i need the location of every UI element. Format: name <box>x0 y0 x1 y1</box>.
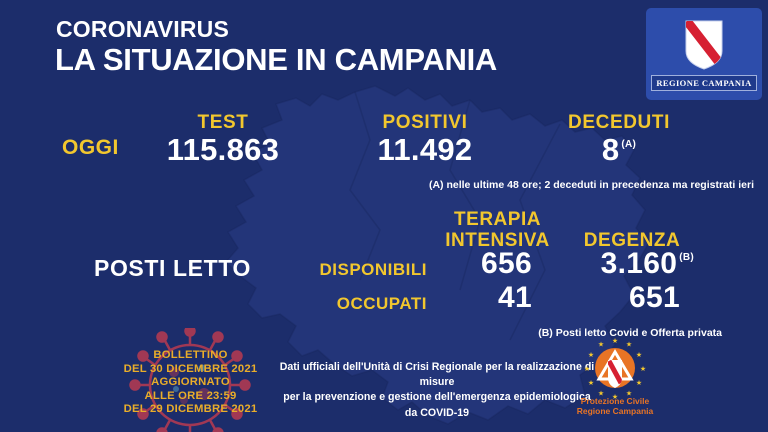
svg-text:★: ★ <box>588 351 594 359</box>
deceduti-label: DECEDUTI <box>568 112 670 133</box>
intensiva-occupati-value: 41 <box>498 281 532 314</box>
svg-text:★: ★ <box>626 390 632 398</box>
test-value: 115.863 <box>166 132 280 167</box>
positivi-value: 11.492 <box>377 132 473 167</box>
deceduti-value: 8 (A) <box>601 132 637 167</box>
deceduti-footnote-marker: (A) <box>621 139 637 150</box>
stat-test: TEST 115.863 <box>148 112 298 167</box>
regione-campania-logo: REGIONE CAMPANIA <box>646 8 762 100</box>
degenza-disponibili-value: 3.160 (B) <box>600 247 694 280</box>
positivi-label: POSITIVI <box>382 112 468 133</box>
svg-text:★: ★ <box>598 390 604 398</box>
svg-text:★: ★ <box>640 365 646 373</box>
disponibili-label: DISPONIBILI <box>319 260 427 279</box>
official-disclaimer: Dati ufficiali dell'Unità di Crisi Regio… <box>279 361 595 419</box>
campania-shield-icon <box>684 19 724 76</box>
svg-text:★: ★ <box>612 337 618 345</box>
occupati-label: OCCUPATI <box>336 294 427 313</box>
posti-letto-label: POSTI LETTO <box>94 255 251 281</box>
bulletin-line: DEL 29 DICEMBRE 2021 <box>123 403 258 416</box>
regione-campania-caption: REGIONE CAMPANIA <box>651 75 757 91</box>
protezione-civile-logo-icon: ★ ★ ★ ★ ★ ★ ★ ★ ★ ★ ★ ★ <box>584 337 646 401</box>
svg-text:★: ★ <box>612 393 618 401</box>
stat-deceduti: DECEDUTI 8 (A) <box>540 112 698 167</box>
svg-text:★: ★ <box>626 341 632 349</box>
svg-text:★: ★ <box>588 379 594 387</box>
degenza-footnote-marker: (B) <box>679 252 694 263</box>
bulletin-line: ALLE ORE 23:59 <box>144 389 237 402</box>
svg-text:★: ★ <box>584 365 590 373</box>
svg-text:★: ★ <box>636 379 642 387</box>
degenza-header: DEGENZA <box>583 230 681 251</box>
footnote-b: (B) Posti letto Covid e Offerta privata <box>538 327 722 339</box>
bulletin-line: DEL 30 DICEMBRE 2021 <box>123 362 258 375</box>
svg-text:★: ★ <box>598 341 604 349</box>
virus-icon <box>129 328 251 432</box>
footnote-a: (A) nelle ultime 48 ore; 2 deceduti in p… <box>428 179 754 191</box>
page-title: CORONAVIRUS <box>56 16 230 42</box>
bulletin-dates: BOLLETTINO DEL 30 DICEMBRE 2021 AGGIORNA… <box>103 349 278 417</box>
stat-positivi: POSITIVI 11.492 <box>346 112 504 167</box>
bulletin-line: AGGIORNATO <box>151 376 230 389</box>
protezione-civile-caption: Protezione Civile Regione Campania <box>576 396 654 416</box>
intensiva-disponibili-value: 656 <box>481 247 532 280</box>
terapia-intensiva-header: TERAPIA INTENSIVA <box>445 209 550 251</box>
page-subtitle: LA SITUAZIONE IN CAMPANIA <box>55 42 497 77</box>
oggi-label: OGGI <box>62 136 119 159</box>
test-label: TEST <box>197 112 249 133</box>
bulletin-line: BOLLETTINO <box>153 349 228 361</box>
degenza-occupati-value: 651 <box>629 281 680 314</box>
svg-text:★: ★ <box>636 351 642 359</box>
